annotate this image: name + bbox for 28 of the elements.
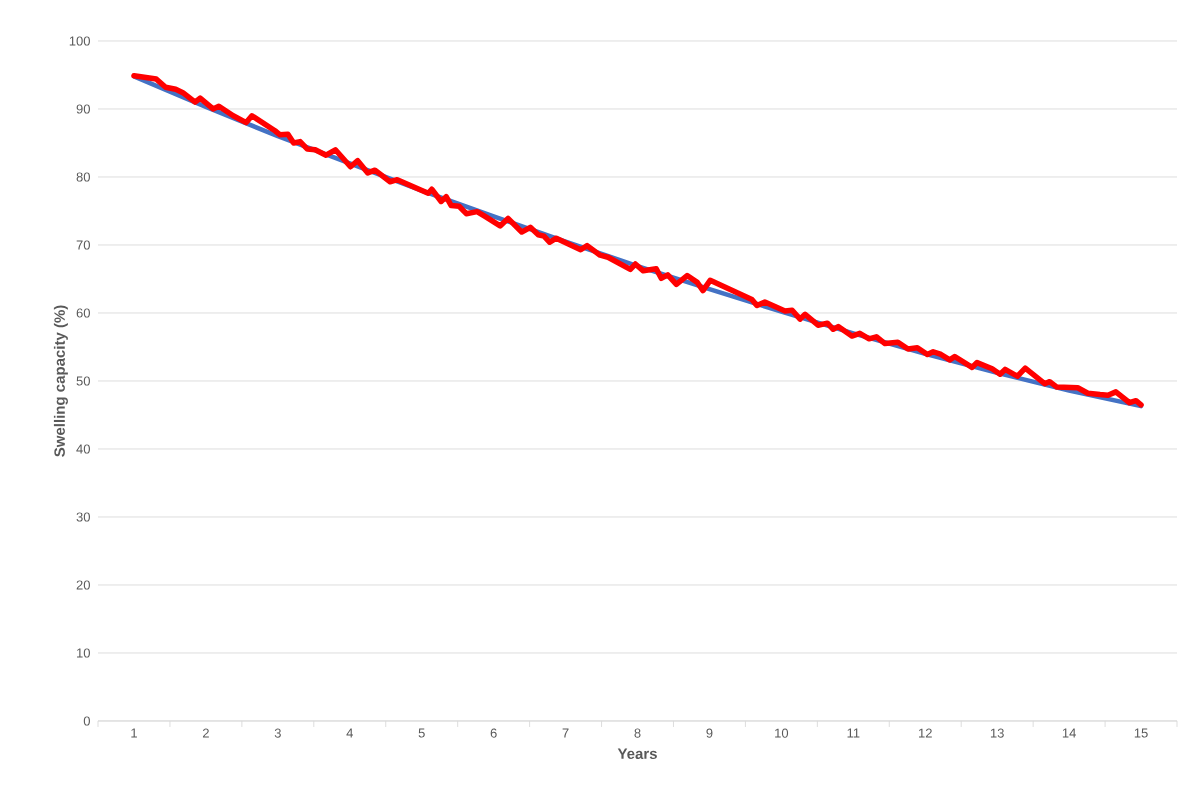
y-tick-label: 100 [69,36,90,46]
y-tick-label: 30 [76,512,90,522]
y-axis-title: Swelling capacity (%) [53,305,68,457]
x-axis-title: Years [617,748,657,760]
y-tick-label: 50 [76,376,90,386]
x-tick-label: 1 [131,728,137,738]
x-tick-label: 11 [847,728,860,738]
x-tick-label: 3 [274,728,281,738]
x-tick-label: 2 [202,728,209,738]
x-tick-label: 10 [775,728,789,738]
x-tick-label: 5 [418,728,425,738]
y-tick-label: 70 [76,240,90,250]
x-tick-label: 14 [1062,728,1076,738]
y-tick-label: 0 [83,716,90,726]
x-tick-label: 4 [346,728,354,738]
y-tick-label: 90 [76,104,90,114]
x-tick-label: 15 [1134,728,1148,738]
y-tick-label: 20 [76,580,90,590]
x-tick-label: 13 [990,728,1004,738]
y-tick-label: 60 [76,308,90,318]
y-tick-label: 80 [76,172,90,182]
y-tick-label: 10 [77,648,90,658]
y-tick-label: 40 [76,444,90,454]
x-tick-label: 9 [706,728,713,738]
x-tick-label: 12 [919,728,932,738]
x-tick-label: 6 [490,728,497,738]
x-tick-label: 7 [562,728,569,738]
x-tick-label: 8 [634,728,641,738]
